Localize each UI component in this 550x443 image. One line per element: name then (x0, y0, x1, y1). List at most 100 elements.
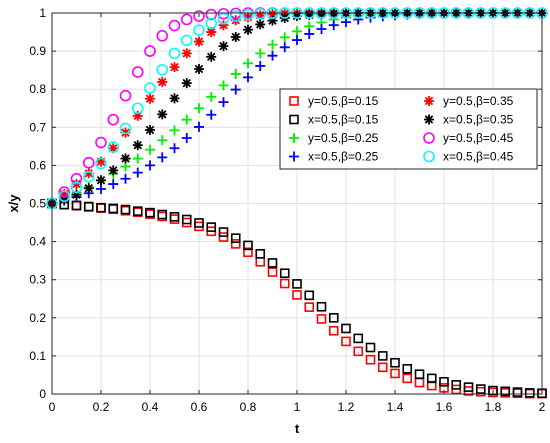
data-point (267, 258, 278, 268)
data-point (217, 7, 230, 20)
data-point (267, 39, 278, 50)
data-point (96, 202, 106, 213)
data-point (316, 301, 327, 312)
data-point (96, 184, 106, 195)
data-point (475, 384, 486, 394)
data-point (218, 232, 229, 242)
data-point (414, 377, 425, 388)
data-point (157, 209, 168, 220)
data-point (279, 268, 290, 279)
x-tick-label: 1.4 (387, 400, 404, 414)
data-point (108, 143, 119, 154)
data-point (255, 19, 266, 30)
data-point (145, 160, 155, 171)
data-point (169, 214, 180, 224)
data-point (524, 388, 535, 398)
data-point (390, 357, 400, 368)
data-point (120, 204, 131, 215)
data-point (230, 32, 241, 43)
data-point (145, 207, 155, 218)
data-point (316, 24, 327, 35)
data-point (488, 385, 498, 396)
data-point (365, 354, 376, 365)
data-point (194, 218, 204, 228)
data-point (217, 12, 230, 25)
data-point (242, 8, 254, 21)
data-point (316, 9, 327, 20)
data-point (205, 17, 218, 30)
y-tick-label: 0.6 (29, 158, 46, 172)
data-point (341, 17, 351, 28)
data-point (267, 267, 278, 277)
legend-label: x=0.5,β=0.25 (308, 150, 379, 164)
data-point (341, 336, 351, 347)
data-point (439, 377, 449, 387)
data-point (169, 143, 180, 154)
legend-marker (423, 132, 435, 144)
data-point (292, 35, 302, 46)
data-point (254, 7, 267, 20)
data-point (96, 175, 106, 186)
data-point (95, 136, 107, 149)
data-point (157, 76, 168, 87)
data-point (206, 51, 217, 62)
data-point (377, 351, 388, 361)
legend-label: x=0.5,β=0.15 (308, 113, 379, 127)
y-tick-label: 0.4 (29, 235, 46, 249)
legend-marker (424, 114, 434, 125)
legend-label: y=0.5,β=0.45 (443, 131, 514, 145)
data-point (132, 167, 143, 178)
data-point (230, 239, 241, 249)
data-point (255, 48, 266, 59)
data-point (132, 110, 143, 121)
data-point (292, 279, 302, 289)
data-point (267, 50, 278, 61)
data-point (390, 368, 400, 379)
y-tick-label: 0.3 (29, 273, 46, 287)
data-point (119, 89, 132, 102)
data-point (218, 80, 229, 91)
data-point (132, 153, 143, 164)
data-point (304, 302, 315, 312)
legend-label: x=0.5,β=0.35 (443, 113, 514, 127)
data-point (83, 183, 94, 194)
data-point (132, 140, 143, 151)
data-point (59, 194, 70, 205)
data-point (206, 27, 217, 38)
data-point (181, 78, 192, 89)
x-tick-label: 2 (539, 400, 546, 414)
data-point (500, 386, 511, 397)
data-point (279, 42, 290, 53)
data-point (328, 312, 339, 323)
data-point (267, 9, 278, 20)
data-point (451, 380, 462, 390)
data-point (132, 206, 143, 216)
data-point (169, 93, 180, 104)
data-point (194, 103, 204, 114)
data-point (96, 156, 106, 167)
data-point (218, 20, 229, 31)
data-point (292, 290, 302, 300)
data-point (180, 34, 193, 47)
data-point (377, 362, 388, 373)
data-point (255, 10, 266, 21)
data-point (230, 68, 241, 79)
y-tick-label: 1 (39, 6, 46, 20)
data-point (316, 314, 327, 324)
data-point (328, 8, 339, 19)
data-point (108, 203, 119, 214)
data-point (218, 97, 229, 108)
data-point (156, 63, 169, 76)
data-point (156, 30, 169, 42)
data-point (304, 290, 315, 301)
y-tick-label: 0.5 (29, 197, 46, 211)
data-point (157, 109, 168, 120)
legend-marker (289, 151, 299, 162)
data-point (180, 13, 193, 26)
x-tick-label: 0 (49, 400, 56, 414)
legend: y=0.5,β=0.15 x=0.5,β=0.15 y=0.5,β=0.25 x=0.… (279, 88, 538, 170)
data-point (95, 157, 107, 170)
data-point (107, 141, 120, 153)
data-point (243, 240, 253, 251)
data-point (59, 188, 70, 199)
